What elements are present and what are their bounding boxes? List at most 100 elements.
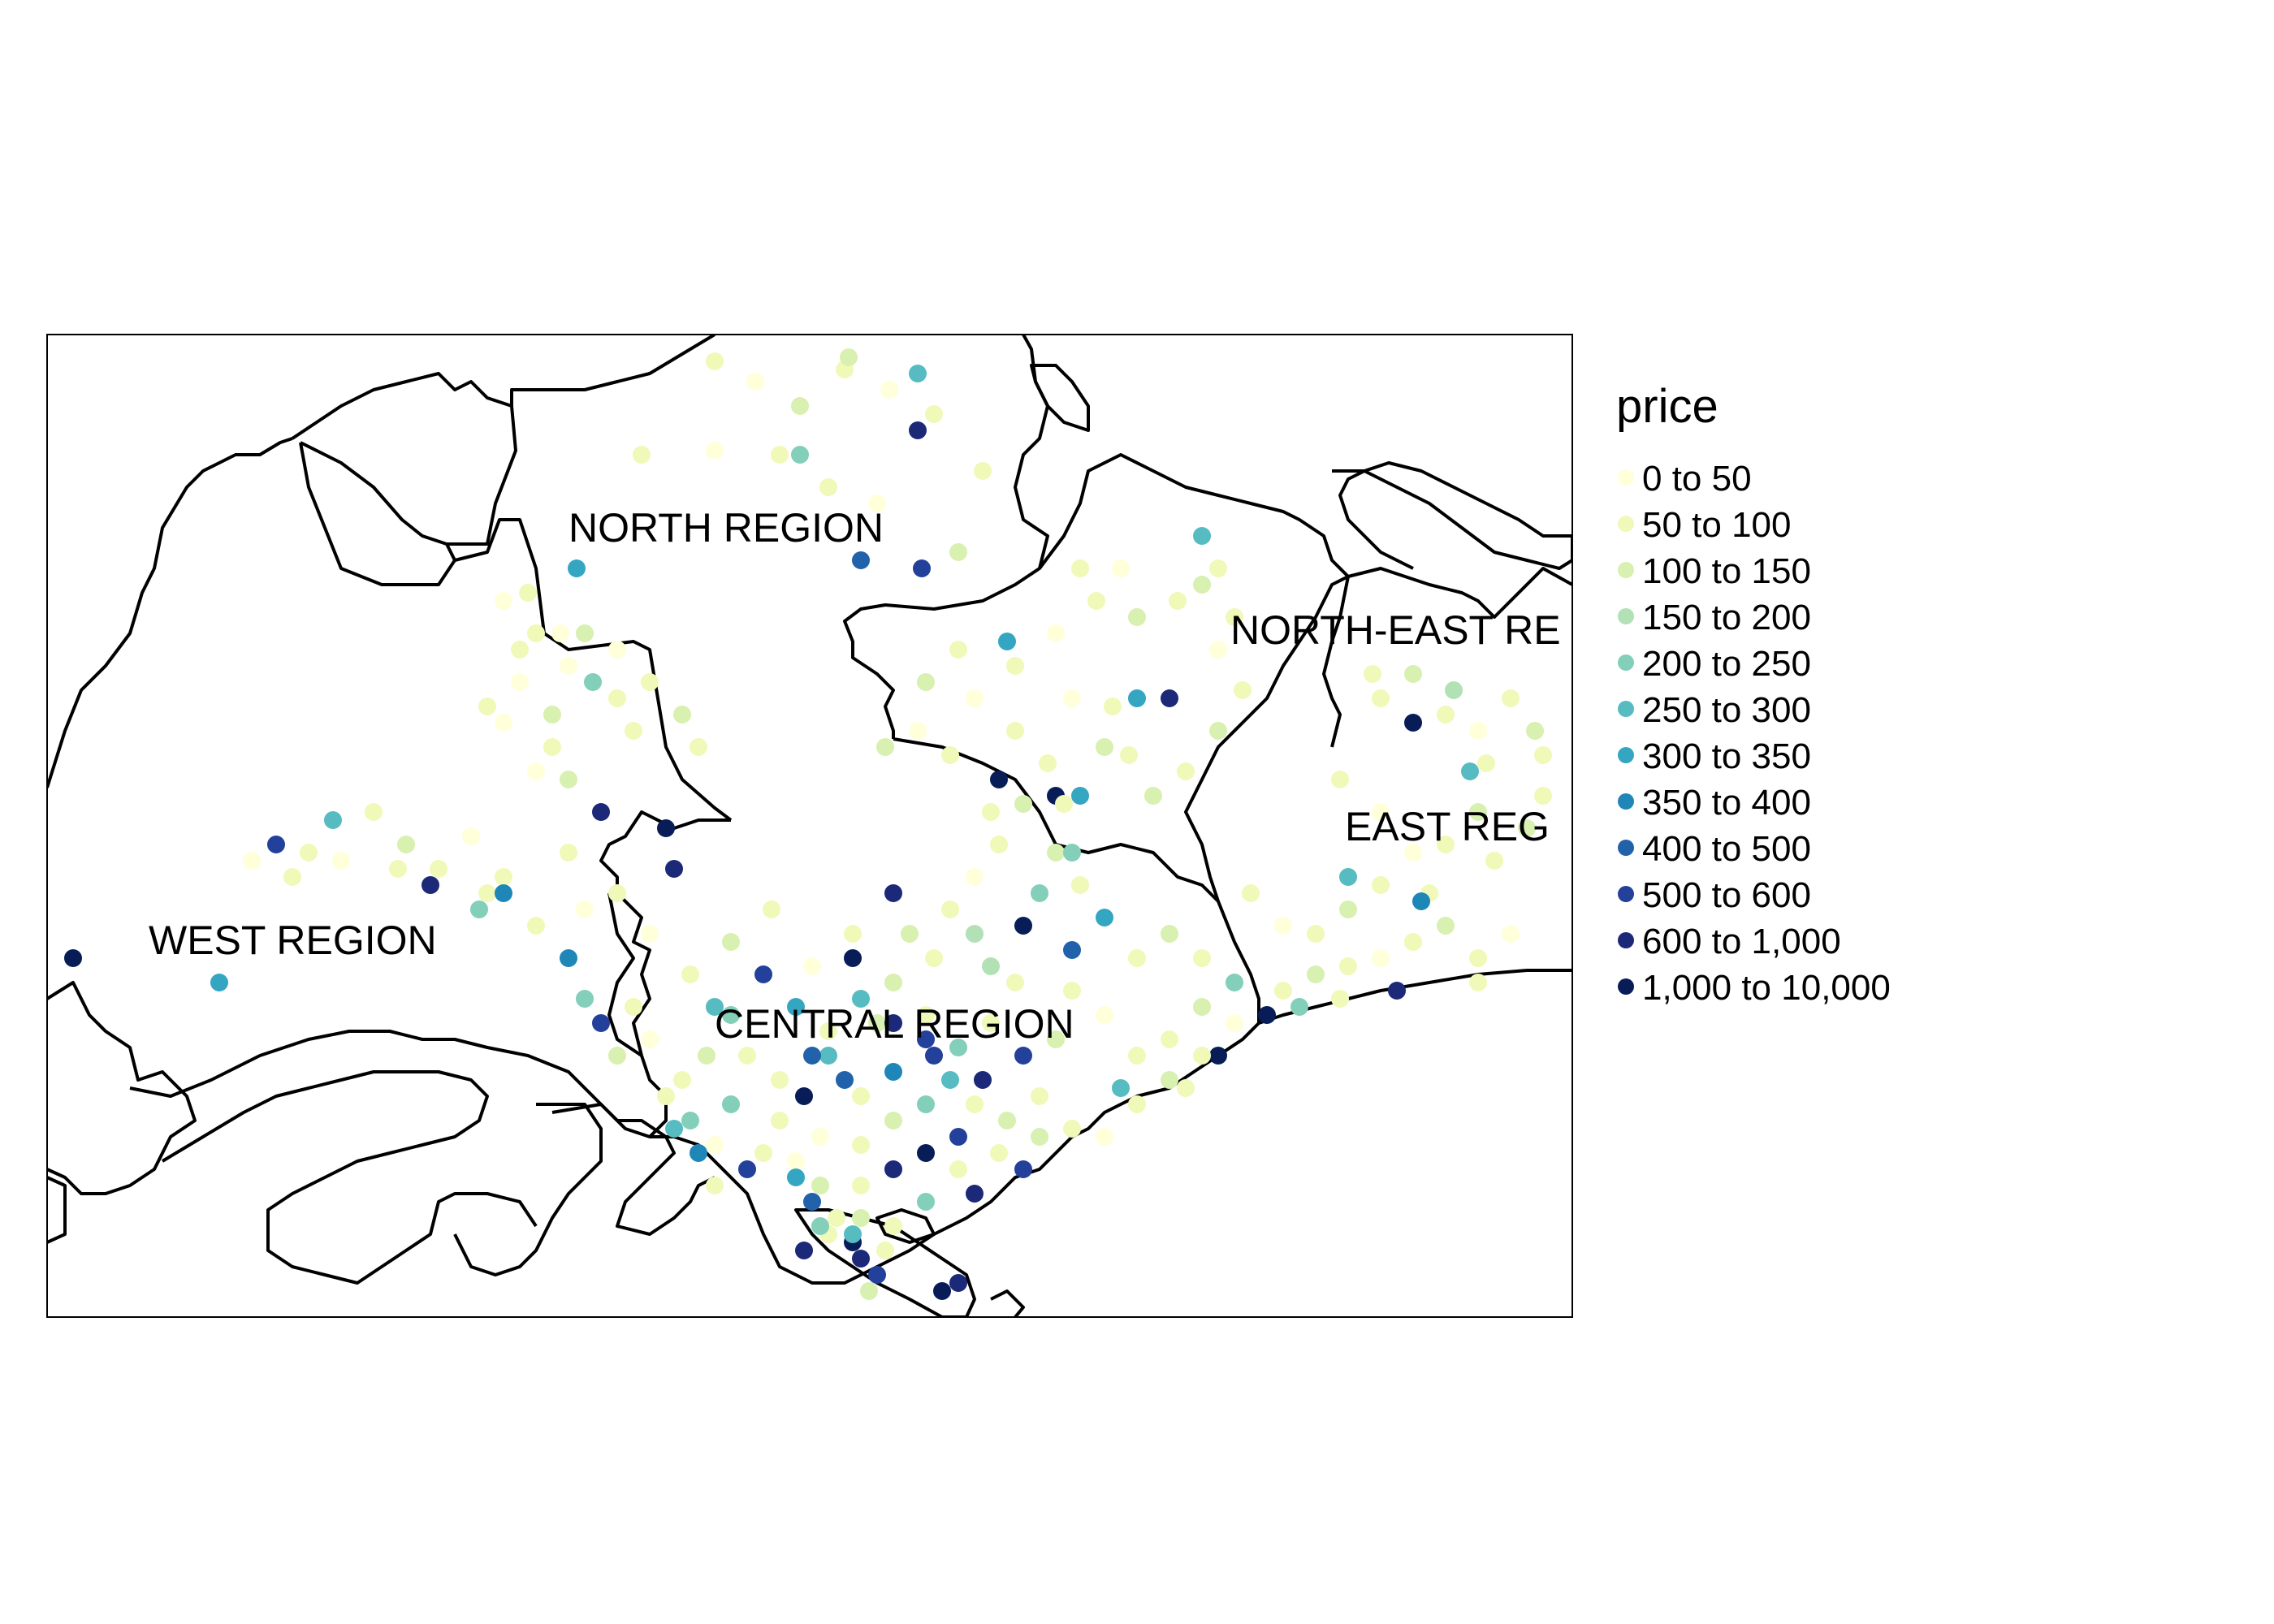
legend-swatch	[1618, 886, 1634, 902]
listing-point	[754, 965, 772, 983]
listing-point	[283, 868, 301, 886]
legend-label: 200 to 250	[1642, 644, 1811, 684]
listing-point	[673, 1071, 691, 1089]
legend-label: 250 to 300	[1642, 690, 1811, 730]
north-east-region-boundary	[1038, 453, 1350, 748]
legend-swatch	[1618, 978, 1634, 995]
listing-point	[608, 689, 626, 707]
region-label-north-east: NORTH-EAST RE	[1230, 607, 1561, 653]
listing-point	[722, 1006, 740, 1024]
listing-point	[527, 624, 545, 642]
listing-point	[738, 1160, 756, 1178]
listing-point	[568, 559, 586, 577]
listing-point	[1071, 787, 1089, 805]
listing-point	[1469, 722, 1487, 740]
legend-label: 150 to 200	[1642, 598, 1811, 637]
listing-point	[478, 884, 496, 902]
legend-label: 300 to 350	[1642, 736, 1811, 776]
listing-point	[1128, 608, 1146, 626]
listing-point	[868, 495, 886, 512]
listing-point	[819, 478, 837, 496]
listing-point	[852, 1087, 870, 1105]
listing-point	[1177, 762, 1195, 780]
listing-points	[64, 348, 1552, 1300]
listing-point	[1339, 957, 1357, 975]
listing-point	[1437, 706, 1455, 723]
listing-point	[787, 998, 805, 1016]
region-label-central: CENTRAL REGION	[715, 1001, 1074, 1047]
north-east-inner-boundary	[1184, 567, 1572, 902]
listing-point	[641, 1030, 659, 1048]
listing-point	[1445, 681, 1463, 699]
listing-point	[811, 1217, 829, 1235]
listing-point	[210, 974, 228, 991]
legend-swatch	[1618, 562, 1634, 578]
listing-point	[925, 949, 943, 967]
listing-point	[560, 949, 577, 967]
listing-point	[1144, 787, 1162, 805]
listing-point	[949, 1274, 967, 1292]
listing-point	[1128, 949, 1146, 967]
listing-point	[1372, 803, 1390, 821]
listing-point	[1534, 787, 1552, 805]
listing-point	[1169, 592, 1187, 610]
legend-swatch	[1618, 932, 1634, 948]
listing-point	[990, 836, 1008, 853]
listing-point	[1120, 746, 1138, 764]
listing-point	[1331, 990, 1349, 1008]
listing-point	[1526, 722, 1544, 740]
listing-point	[1071, 876, 1089, 894]
listing-point	[332, 852, 350, 870]
listing-point	[966, 868, 984, 886]
listing-point	[1307, 925, 1325, 943]
listing-point	[803, 1193, 821, 1211]
listing-point	[852, 1250, 870, 1268]
listing-point	[795, 1242, 813, 1259]
listing-point	[913, 559, 931, 577]
listing-point	[1502, 925, 1520, 943]
legend-label: 350 to 400	[1642, 783, 1811, 823]
east-central-border	[1217, 901, 1260, 1023]
listing-point	[1331, 771, 1349, 788]
listing-point	[1461, 762, 1479, 780]
harbour-docks	[551, 1103, 715, 1236]
listing-point	[1128, 1047, 1146, 1065]
listing-point	[543, 738, 561, 756]
listing-point	[511, 641, 529, 659]
listing-point	[389, 860, 407, 878]
listing-point	[1014, 1047, 1032, 1065]
listing-point	[641, 925, 659, 943]
region-boundaries	[47, 335, 1572, 1317]
listing-point	[1518, 819, 1536, 837]
listing-point	[754, 1144, 772, 1162]
listing-point	[625, 722, 642, 740]
listing-point	[949, 1160, 967, 1178]
listing-point	[625, 998, 642, 1016]
listing-point	[884, 1112, 902, 1129]
listing-point	[657, 1087, 675, 1105]
listing-point	[527, 762, 545, 780]
listing-point	[1071, 559, 1089, 577]
listing-point	[868, 1266, 886, 1284]
listing-point	[1404, 714, 1422, 732]
legend-label: 600 to 1,000	[1642, 922, 1841, 961]
legend-label: 1,000 to 10,000	[1642, 968, 1891, 1008]
listing-point	[560, 771, 577, 788]
listing-point	[422, 876, 439, 894]
listing-point	[1039, 754, 1057, 772]
listing-point	[917, 1095, 935, 1113]
listing-point	[1234, 681, 1252, 699]
listing-point	[1404, 933, 1422, 951]
listing-point	[844, 925, 862, 943]
listing-point	[1087, 592, 1105, 610]
listing-point	[519, 584, 537, 602]
north-coastline	[291, 335, 716, 440]
listing-point	[267, 836, 285, 853]
listing-point	[966, 1185, 984, 1203]
sentosa-island	[794, 1208, 976, 1317]
listing-point	[819, 1022, 837, 1040]
legend-swatch	[1618, 701, 1634, 717]
region-labels: NORTH REGION NORTH-EAST RE EAST REG WEST…	[149, 505, 1561, 1047]
listing-point	[909, 421, 927, 439]
